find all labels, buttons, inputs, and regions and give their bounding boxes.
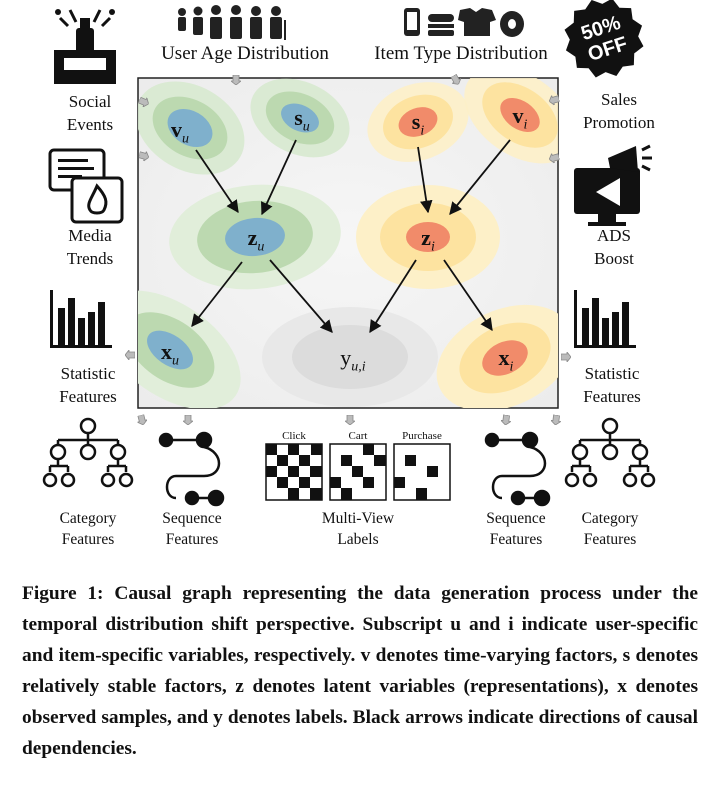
node-blob-x-i [436,304,558,408]
node-blob-z-u [169,184,341,290]
sale-badge-icon: 50% OFF [564,0,644,78]
item-type-distribution-label: Item Type Distribution [374,43,548,64]
edge-zi-xi [443,259,493,332]
node-label-x-i: xi [498,345,514,375]
node-blob-x-u [138,290,241,408]
edge-si-zi [417,146,433,214]
edge-su-zu [261,139,297,216]
ads-boost-label: ADS Boost [594,226,634,268]
node-blob-s-u [250,78,350,158]
edge-vu-zu [195,149,239,214]
sales-promotion-label: Sales Promotion [583,90,655,132]
node-blob-s-i [367,82,469,162]
sequence-icon-left [158,431,225,507]
figure-number: Figure 1: [22,583,104,604]
social-events-label: Social Events [66,92,114,134]
multi-view-click-label: Click [282,430,306,442]
statistic-features-left-label: Statistic Features [59,364,117,406]
category-tree-icon-right [564,417,656,488]
node-blob-y-ui [262,307,438,407]
figure-caption: Figure 1: Causal graph representing the … [22,578,698,764]
edge-vi-zi [449,139,511,215]
media-trends-label: Media Trends [66,226,114,268]
multi-view-cart-label: Cart [348,430,368,442]
party-icon [54,9,116,84]
node-label-s-i: si [411,109,425,139]
causal-graph-figure: 50% OFF [42,0,656,548]
node-blob-z-i [356,185,500,289]
ads-boost-icon [574,144,652,226]
node-label-x-u: xu [161,339,179,369]
edge-zi-yui [369,259,417,334]
category-tree-icon-left [42,417,134,488]
node-label-s-u: su [294,105,310,135]
statistic-icon-left [50,290,112,348]
media-trends-icon [48,148,124,224]
multi-view-purchase-label: Purchase [402,430,442,442]
category-features-left-label: Category Features [59,510,117,548]
sequence-features-left-label: Sequence Features [162,510,222,548]
node-label-v-i: vi [512,103,528,133]
node-blob-v-u [138,81,245,175]
people-icon [178,5,286,40]
category-features-right-label: Category Features [581,510,639,548]
node-label-y-ui: yu,i [340,345,366,375]
multi-view-labels-label: Multi-View Labels [321,510,395,548]
edge-zu-yui [269,259,333,333]
node-blob-v-i [464,78,558,164]
statistic-features-right-label: Statistic Features [583,364,641,406]
multi-view-grid-click [265,443,323,501]
sequence-icon-right [484,431,551,507]
node-label-z-u: zu [247,225,265,255]
multi-view-grid-cart [329,443,387,501]
node-label-v-u: vu [171,117,189,147]
user-age-distribution-label: User Age Distribution [161,43,329,64]
caption-text: Causal graph representing the data gener… [22,583,698,759]
node-label-z-i: zi [421,225,435,255]
multi-view-grid-purchase [393,443,451,501]
sequence-features-right-label: Sequence Features [486,510,546,548]
edge-zu-xu [191,261,243,327]
statistic-icon-right [574,290,636,348]
items-icon [404,8,524,37]
